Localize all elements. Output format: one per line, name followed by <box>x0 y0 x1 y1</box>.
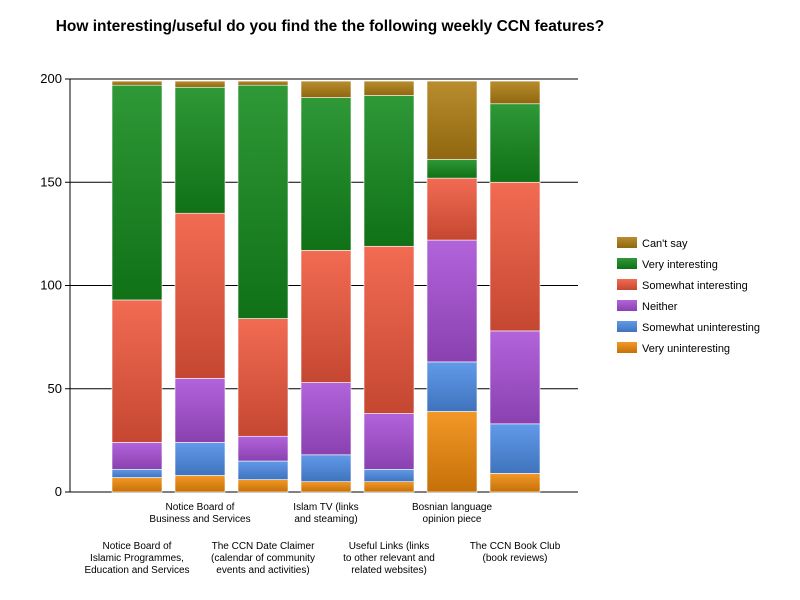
legend-swatch <box>617 237 637 248</box>
bar-segment <box>237 318 289 437</box>
bar-segment <box>237 435 289 462</box>
bar-segment <box>174 442 226 476</box>
bar-segment <box>300 481 352 493</box>
category-label: Notice Board of Islamic Programmes, Educat… <box>84 541 189 576</box>
bar-segment <box>300 382 352 456</box>
legend-label: Can't say <box>642 238 688 250</box>
bar-segment <box>426 411 478 493</box>
bar-segment <box>300 454 352 482</box>
legend-label: Somewhat uninteresting <box>642 322 760 334</box>
category-label: Bosnian language opinion piece <box>412 502 493 525</box>
category-label: Notice Board of Business and Services <box>149 502 250 525</box>
bar-segment <box>426 361 478 412</box>
category-label: Useful Links (links to other relevant and… <box>343 541 435 576</box>
y-tick-label: 0 <box>55 484 62 499</box>
bar-segment <box>489 473 541 493</box>
bar-segment <box>237 84 289 319</box>
bar-segment <box>300 80 352 98</box>
category-label: The CCN Date Claimer (calendar of communi… <box>211 541 315 576</box>
bar-segment <box>489 80 541 105</box>
bar-segment <box>363 468 415 482</box>
category-label: The CCN Book Club (book reviews) <box>470 541 561 564</box>
chart-title: How interesting/useful do you find the t… <box>55 18 605 35</box>
legend-swatch <box>617 279 637 290</box>
bar-segment <box>300 97 352 251</box>
bar-segment <box>111 477 163 493</box>
bar-segment <box>174 212 226 379</box>
bar-segment <box>426 80 478 160</box>
bar-segment <box>174 80 226 88</box>
bar-segment <box>111 468 163 478</box>
bar-segment <box>111 442 163 470</box>
y-tick-label: 200 <box>40 71 62 86</box>
bar-segment <box>363 80 415 96</box>
bar-segment <box>363 413 415 470</box>
bar-segment <box>363 481 415 493</box>
bar-segment <box>363 95 415 247</box>
bar-segment <box>237 460 289 480</box>
y-tick-label: 100 <box>40 278 62 293</box>
legend-label: Somewhat interesting <box>642 280 748 292</box>
bar-segment <box>111 299 163 443</box>
legend-swatch <box>617 300 637 311</box>
bar-segment <box>237 80 289 86</box>
bar-segment <box>426 159 478 179</box>
legend-label: Neither <box>642 301 678 313</box>
y-tick-label: 50 <box>48 381 62 396</box>
bar-segment <box>426 239 478 363</box>
legend-swatch <box>617 258 637 269</box>
bar-segment <box>489 330 541 425</box>
y-tick-label: 150 <box>40 174 62 189</box>
legend-label: Very interesting <box>642 259 718 271</box>
bar-segment <box>111 84 163 301</box>
category-label: Islam TV (links and steaming) <box>293 502 358 525</box>
bar-segment <box>363 245 415 414</box>
legend-swatch <box>617 321 637 332</box>
bar-segment <box>174 475 226 493</box>
bar-segment <box>489 423 541 474</box>
bar-segment <box>174 86 226 214</box>
legend-label: Very uninteresting <box>642 343 730 355</box>
bar-segment <box>111 80 163 86</box>
bar-segment <box>174 378 226 443</box>
bar-segment <box>426 177 478 241</box>
bar-segment <box>300 250 352 383</box>
legend-swatch <box>617 342 637 353</box>
bar-segment <box>489 181 541 332</box>
bar-segment <box>489 103 541 183</box>
bar-segment <box>237 479 289 493</box>
